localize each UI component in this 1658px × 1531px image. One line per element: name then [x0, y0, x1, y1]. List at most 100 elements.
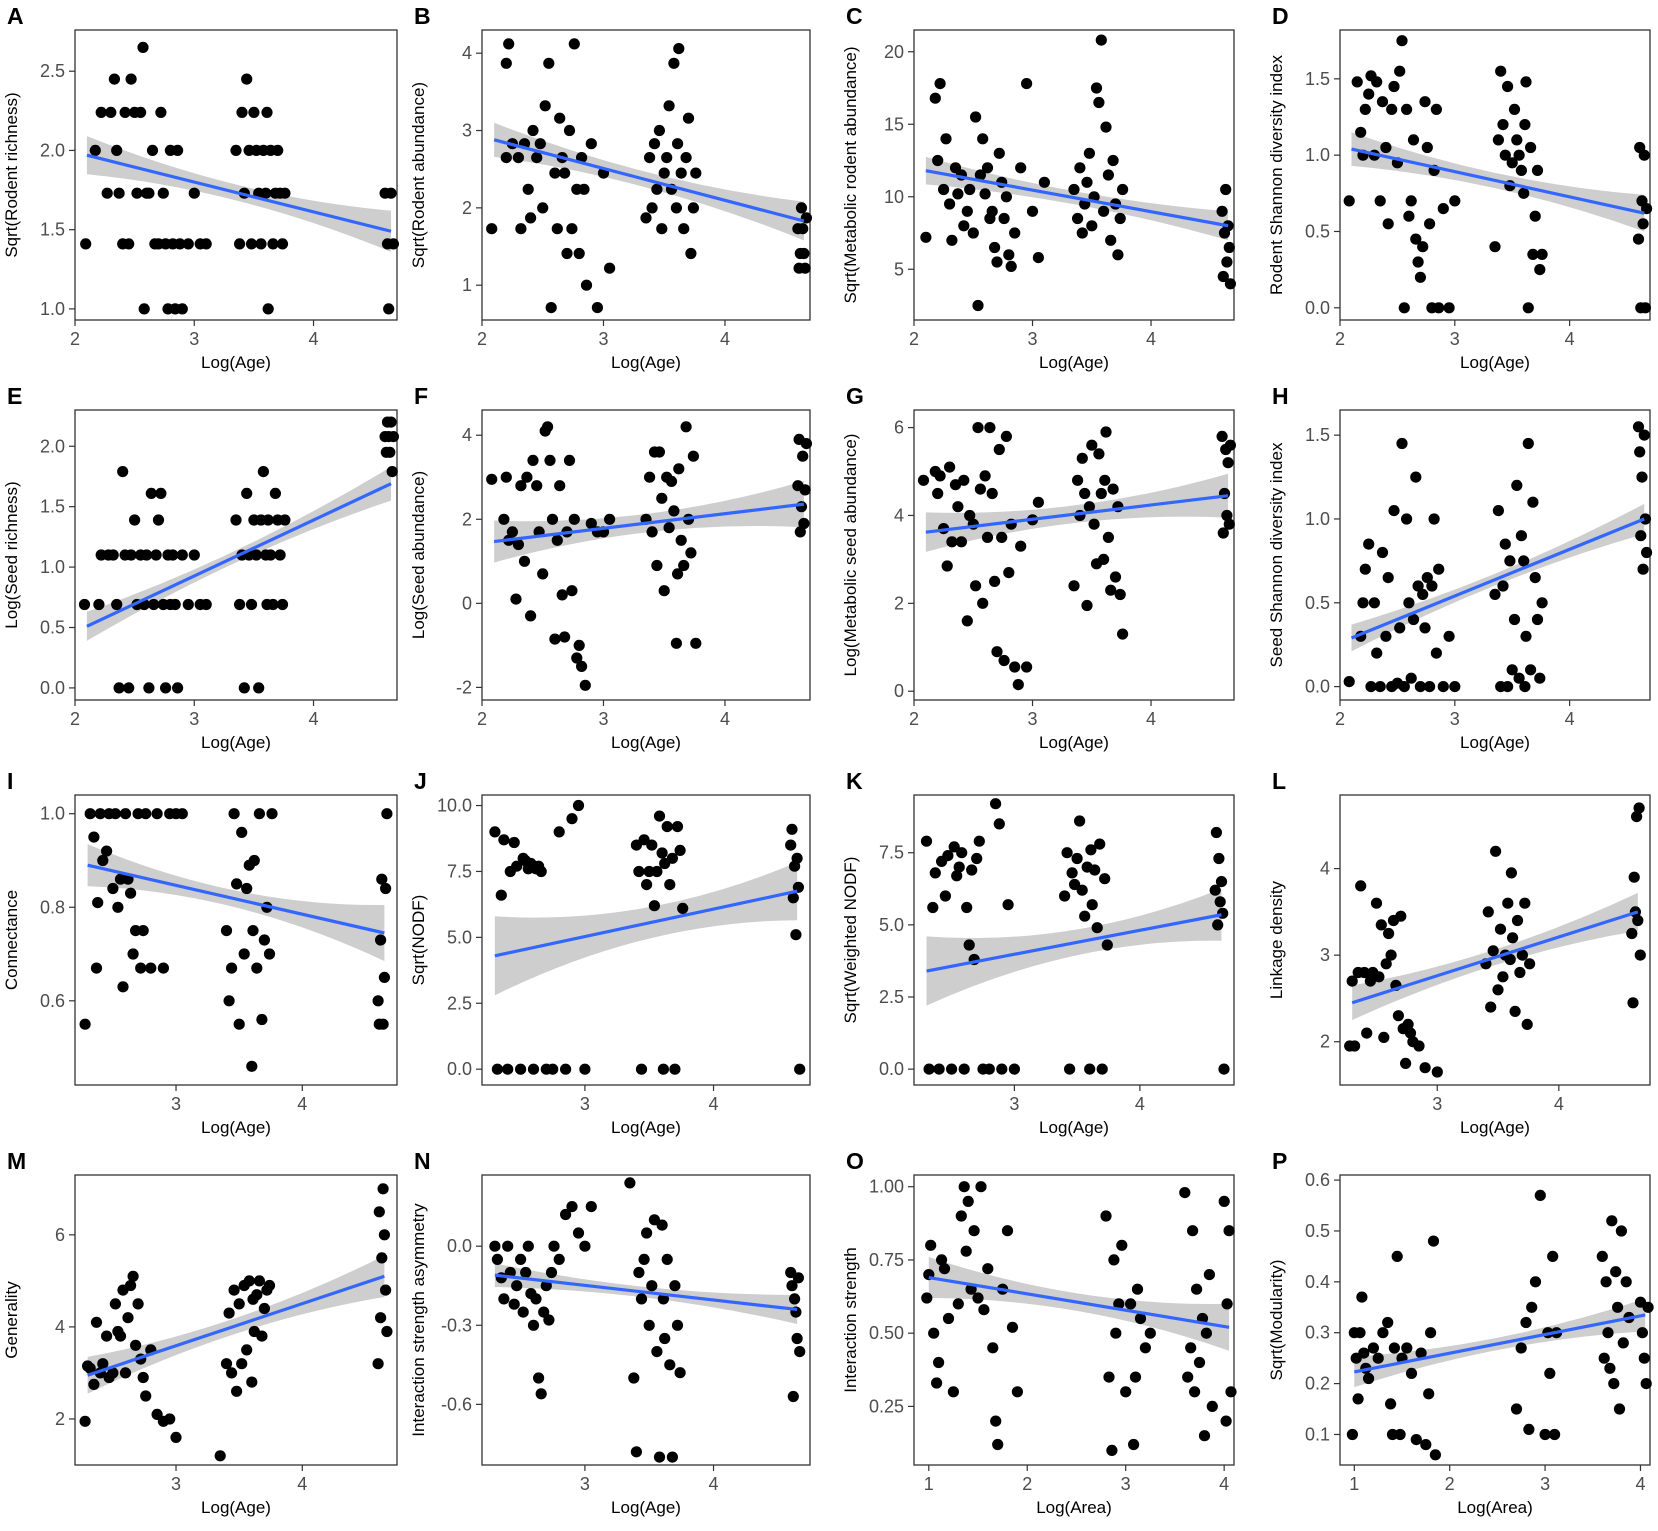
data-point-b-39	[651, 183, 663, 195]
data-point-h-30	[1428, 513, 1440, 525]
regression-line-c	[925, 169, 1229, 228]
data-point-n-10	[520, 1266, 532, 1279]
data-point-n-33	[638, 1253, 650, 1265]
data-point-i-29	[220, 925, 233, 937]
data-point-o-48	[1191, 1283, 1203, 1295]
data-point-m-48	[372, 1358, 384, 1370]
data-point-k-37	[1084, 1063, 1096, 1075]
x-tick-label-f-2: 4	[720, 709, 730, 729]
data-point-b-55	[687, 202, 700, 214]
data-point-d-24	[1412, 256, 1424, 268]
data-point-n-15	[533, 1372, 545, 1384]
data-point-g-10	[955, 536, 968, 548]
confidence-band-k	[926, 888, 1222, 1006]
data-point-a-2	[95, 106, 107, 118]
data-point-j-25	[633, 865, 645, 878]
regression-line-i	[87, 863, 385, 935]
data-point-f-7	[515, 480, 527, 492]
data-point-n-23	[560, 1208, 572, 1221]
data-point-d-27	[1419, 96, 1431, 108]
data-point-i-21	[137, 925, 149, 937]
data-point-g-63	[1221, 509, 1233, 522]
data-point-f-32	[585, 517, 597, 530]
data-point-n-19	[543, 1314, 555, 1326]
data-point-b-23	[563, 124, 576, 137]
data-point-a-60	[383, 303, 395, 315]
y-tick-label-b-0: 1	[462, 275, 472, 295]
data-point-k-15	[963, 939, 975, 951]
data-point-j-22	[572, 799, 585, 812]
data-point-h-58	[1632, 421, 1645, 433]
data-point-f-12	[531, 480, 543, 492]
data-point-c-39	[1074, 162, 1086, 174]
data-point-f-9	[521, 471, 533, 483]
data-point-c-56	[1114, 212, 1126, 225]
data-point-p-13	[1385, 1398, 1397, 1410]
data-point-a-54	[272, 144, 284, 156]
y-tick-label-p-2: 0.3	[1305, 1323, 1330, 1343]
x-axis-label-d: Log(Age)	[1460, 353, 1530, 372]
data-point-n-22	[553, 1253, 565, 1265]
data-point-o-35	[1120, 1386, 1132, 1398]
data-point-e-49	[265, 549, 277, 561]
data-point-o-0	[921, 1292, 933, 1304]
data-point-d-16	[1394, 65, 1406, 77]
data-point-g-47	[1093, 448, 1105, 460]
data-point-c-0	[920, 231, 932, 243]
data-point-k-32	[1071, 852, 1083, 865]
data-point-a-23	[157, 187, 169, 199]
data-point-e-33	[200, 598, 212, 611]
data-point-h-13	[1388, 505, 1400, 517]
data-point-m-4	[90, 1316, 103, 1328]
y-tick-label-f-1: 0	[462, 593, 472, 613]
data-point-n-56	[794, 1346, 806, 1358]
data-point-m-9	[107, 1367, 119, 1379]
data-point-p-19	[1401, 1342, 1413, 1354]
data-point-k-45	[1101, 939, 1113, 951]
data-point-c-22	[986, 205, 998, 217]
data-point-c-64	[1223, 241, 1235, 254]
data-point-o-27	[1011, 1386, 1024, 1398]
data-point-c-33	[1021, 78, 1033, 90]
data-point-n-50	[786, 1280, 798, 1292]
data-point-h-56	[1534, 672, 1546, 684]
data-point-b-52	[680, 152, 692, 164]
panel-letter-e: E	[7, 383, 22, 409]
data-point-h-34	[1443, 630, 1455, 642]
y-tick-label-j-1: 2.5	[447, 993, 472, 1013]
data-point-b-40	[653, 124, 666, 137]
plot-frame-c	[913, 29, 1235, 321]
data-point-f-40	[651, 559, 663, 572]
data-point-b-32	[591, 302, 604, 314]
data-point-p-17	[1394, 1428, 1406, 1441]
data-point-b-38	[648, 138, 661, 150]
data-point-g-8	[949, 479, 962, 491]
y-tick-label-m-1: 4	[55, 1317, 65, 1337]
data-point-m-45	[258, 1302, 270, 1315]
data-point-d-14	[1388, 80, 1400, 93]
data-point-a-52	[267, 238, 279, 250]
y-tick-label-e-2: 1.0	[40, 557, 65, 577]
data-point-k-6	[939, 890, 952, 902]
data-point-g-12	[961, 615, 973, 627]
data-point-k-42	[1094, 838, 1106, 850]
panel-letter-k: K	[846, 768, 863, 794]
data-point-g-44	[1086, 439, 1098, 451]
data-point-n-9	[517, 1306, 529, 1318]
data-point-i-44	[256, 1013, 268, 1026]
data-point-d-17	[1396, 35, 1408, 47]
data-point-n-17	[538, 1306, 550, 1318]
data-point-p-38	[1547, 1250, 1559, 1262]
data-point-b-25	[568, 38, 580, 50]
x-tick-label-l-1: 4	[1554, 1094, 1564, 1114]
data-point-h-57	[1536, 597, 1548, 609]
data-point-i-7	[101, 845, 113, 857]
data-point-m-42	[251, 1289, 263, 1301]
data-point-g-13	[964, 509, 976, 522]
data-point-a-7	[113, 187, 125, 199]
data-point-f-53	[680, 421, 692, 433]
data-point-i-5	[94, 808, 106, 820]
data-point-c-24	[991, 256, 1003, 268]
data-point-g-25	[993, 443, 1005, 456]
data-point-c-65	[1224, 278, 1236, 290]
